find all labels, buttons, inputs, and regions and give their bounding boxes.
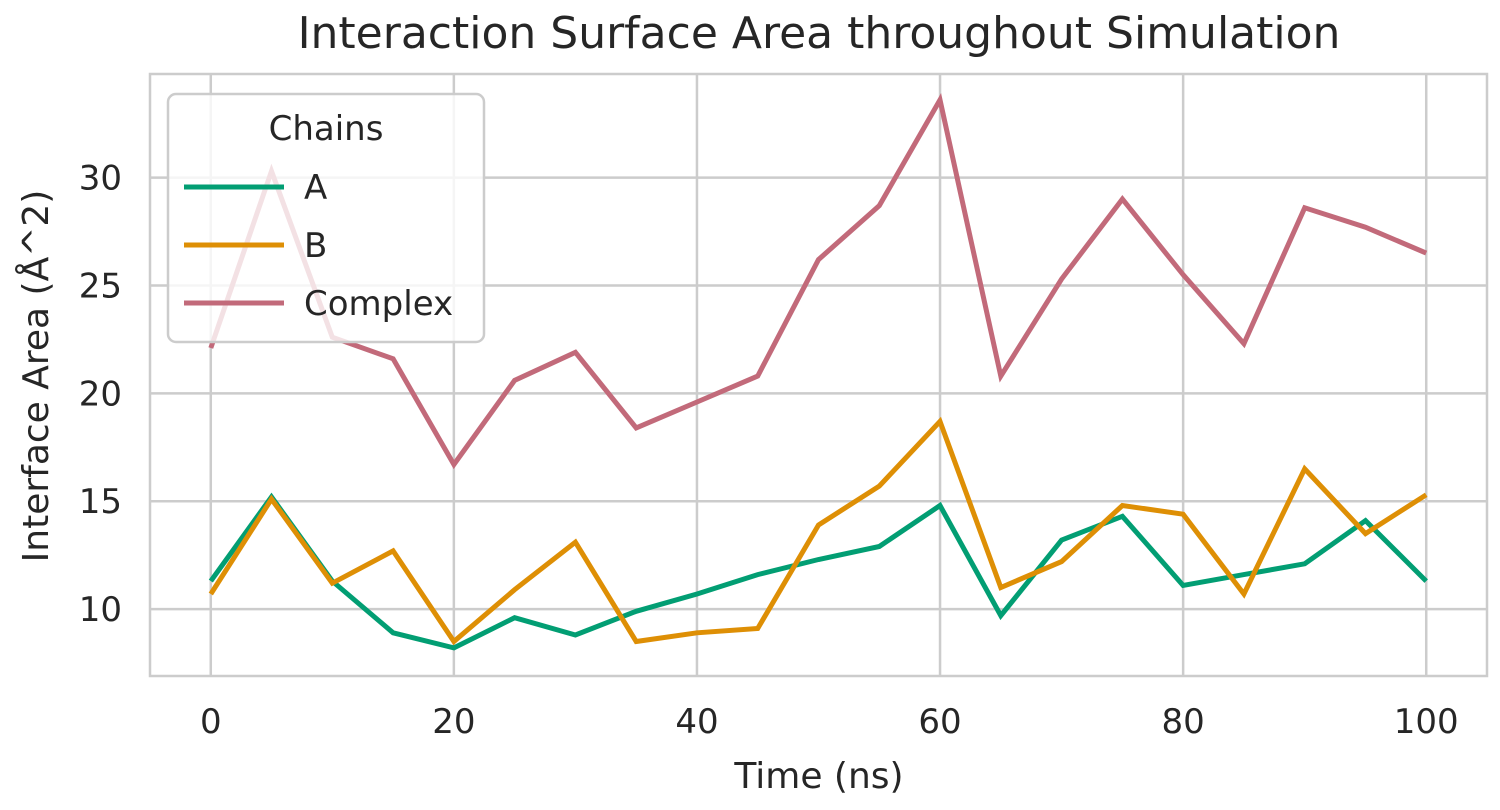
x-tick-label: 80 bbox=[1162, 702, 1205, 742]
plot-frame bbox=[148, 72, 1489, 678]
x-axis-label: Time (ns) bbox=[733, 756, 903, 797]
chart-title: Interaction Surface Area throughout Simu… bbox=[298, 8, 1341, 59]
grid-lines bbox=[150, 74, 1487, 676]
y-tick-label: 15 bbox=[79, 482, 122, 522]
y-tick-label: 10 bbox=[79, 590, 122, 630]
x-tick-label: 0 bbox=[200, 702, 222, 742]
x-tick-label: 40 bbox=[675, 702, 718, 742]
legend-box bbox=[166, 92, 486, 344]
y-axis-ticks: 10 15 20 25 30 bbox=[79, 159, 122, 631]
legend-label: B bbox=[304, 226, 327, 266]
legend: Chains AB Complex bbox=[166, 92, 486, 344]
x-axis-ticks: 0 20 40 60 80 100 bbox=[200, 702, 1459, 742]
y-tick-label: 25 bbox=[79, 266, 122, 306]
legend-item-b: B bbox=[184, 226, 327, 266]
x-tick-label: 60 bbox=[918, 702, 961, 742]
y-axis-label: Interface Area (Å^2) bbox=[14, 190, 57, 563]
legend-label: A bbox=[304, 168, 327, 208]
legend-label: Complex bbox=[304, 284, 453, 324]
series-line-complex bbox=[208, 93, 1428, 470]
x-tick-label: 100 bbox=[1394, 702, 1459, 742]
x-tick-label: 20 bbox=[432, 702, 475, 742]
y-tick-label: 30 bbox=[79, 159, 122, 199]
series-line-b bbox=[208, 416, 1428, 646]
legend-item-complex: Complex bbox=[184, 284, 453, 324]
series-lines bbox=[208, 93, 1428, 651]
series-line-a bbox=[208, 492, 1428, 651]
y-tick-label: 20 bbox=[79, 374, 122, 414]
legend-title: Chains bbox=[269, 109, 384, 149]
legend-item-a: A bbox=[184, 168, 327, 208]
